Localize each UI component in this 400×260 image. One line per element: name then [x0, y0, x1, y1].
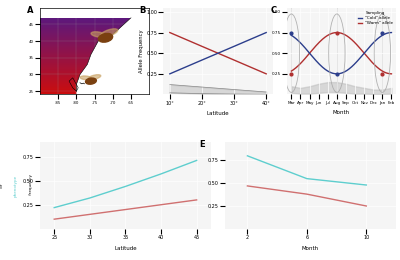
Text: E: E — [200, 140, 205, 150]
Polygon shape — [40, 1, 149, 18]
Ellipse shape — [91, 32, 106, 37]
Ellipse shape — [98, 34, 113, 42]
Legend: "Cold" allele, "Warm" allele: "Cold" allele, "Warm" allele — [357, 10, 394, 26]
Text: or: or — [0, 182, 4, 189]
Polygon shape — [76, 18, 149, 94]
Ellipse shape — [88, 75, 101, 80]
Ellipse shape — [100, 29, 118, 37]
Text: phenotype: phenotype — [14, 174, 18, 197]
Text: C: C — [270, 6, 276, 15]
Text: frequency: frequency — [30, 174, 34, 197]
X-axis label: Month: Month — [302, 246, 319, 251]
Ellipse shape — [80, 76, 91, 80]
X-axis label: Latitude: Latitude — [114, 246, 137, 251]
Text: B: B — [139, 6, 146, 15]
Y-axis label: Allele Frequency: Allele Frequency — [138, 29, 144, 73]
X-axis label: Month: Month — [333, 110, 350, 115]
Ellipse shape — [86, 78, 96, 84]
Text: A: A — [27, 6, 33, 15]
X-axis label: Latitude: Latitude — [207, 111, 229, 116]
